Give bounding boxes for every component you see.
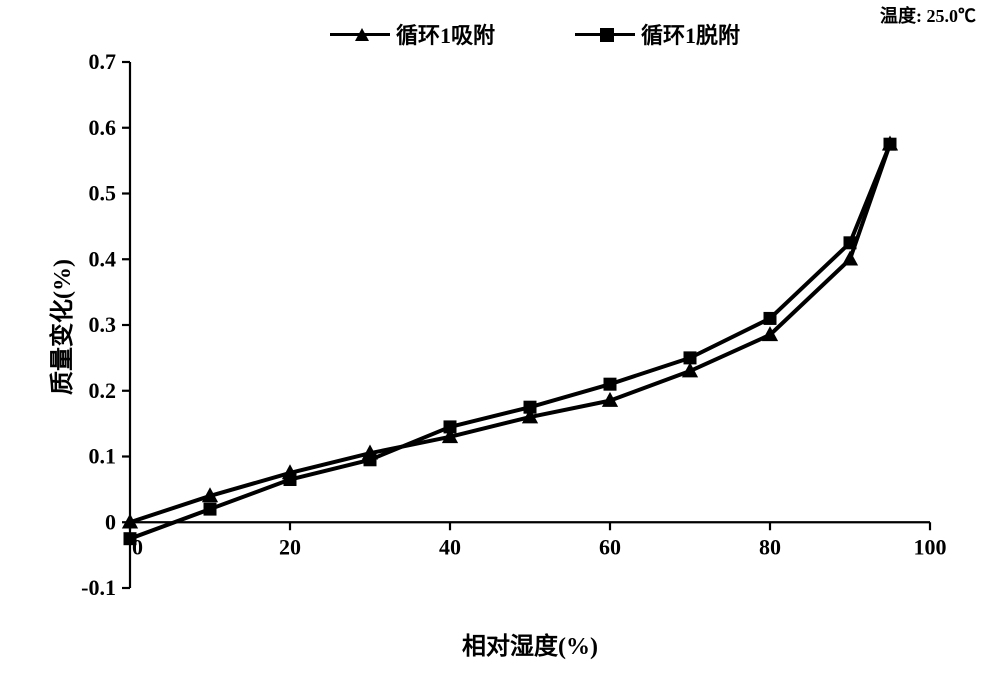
svg-text:-0.1: -0.1 (81, 575, 116, 600)
svg-text:100: 100 (914, 534, 947, 559)
svg-text:40: 40 (439, 534, 461, 559)
svg-text:0.3: 0.3 (89, 312, 117, 337)
svg-text:0.7: 0.7 (89, 49, 117, 74)
svg-text:80: 80 (759, 534, 781, 559)
svg-text:0.4: 0.4 (89, 246, 117, 271)
svg-text:0.5: 0.5 (89, 181, 117, 206)
svg-text:0.6: 0.6 (89, 115, 117, 140)
svg-text:0.1: 0.1 (89, 444, 117, 469)
plot-svg: -0.100.10.20.30.40.50.60.7020406080100 (0, 0, 1000, 674)
chart-container: 温度: 25.0℃ 循环1吸附 循环1脱附 质量变化(%) 相对湿度(%) -0… (0, 0, 1000, 674)
svg-text:0: 0 (105, 509, 116, 534)
svg-text:60: 60 (599, 534, 621, 559)
svg-text:0.2: 0.2 (89, 378, 117, 403)
svg-text:20: 20 (279, 534, 301, 559)
